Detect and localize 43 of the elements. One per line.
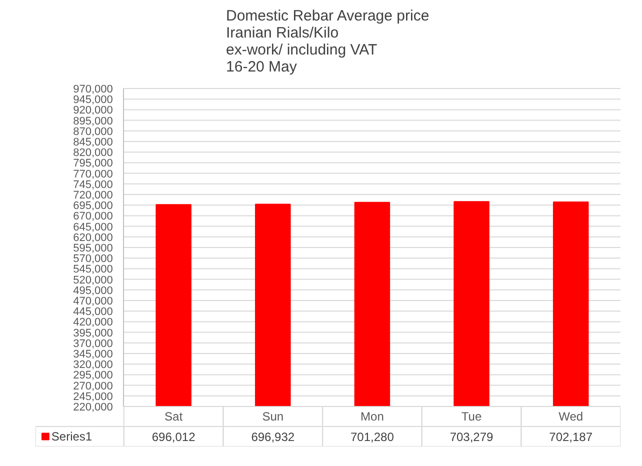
y-tick-label: 845,000: [73, 136, 113, 148]
data-label: 696,932: [251, 430, 295, 444]
data-label: 701,280: [350, 430, 394, 444]
y-tick-label: 495,000: [73, 284, 113, 297]
y-tick-label: 220,000: [73, 402, 113, 414]
y-tick-label: 945,000: [73, 94, 113, 106]
y-tick-label: 920,000: [73, 104, 113, 117]
y-tick-label: 670,000: [73, 210, 113, 223]
y-tick-label: 570,000: [73, 253, 113, 266]
y-tick-label: 895,000: [73, 115, 113, 128]
y-tick-label: 420,000: [73, 316, 113, 329]
y-tick-label: 245,000: [73, 390, 113, 403]
y-tick-label: 295,000: [73, 370, 113, 382]
y-tick-label: 595,000: [73, 242, 113, 254]
y-tick-label: 820,000: [73, 147, 113, 160]
y-tick-label: 545,000: [73, 264, 113, 276]
x-tick-label: Wed: [558, 410, 584, 424]
y-tick-label: 520,000: [73, 274, 113, 286]
data-label: 702,187: [549, 430, 593, 444]
y-tick-label: 720,000: [73, 190, 113, 202]
y-tick-label: 320,000: [73, 359, 113, 372]
y-tick-label: 445,000: [73, 306, 113, 318]
y-tick-label: 870,000: [73, 126, 113, 138]
y-tick-label: 345,000: [73, 348, 113, 360]
y-tick-label: 620,000: [73, 232, 113, 244]
y-tick-label: 395,000: [73, 327, 113, 340]
y-tick-label: 270,000: [73, 380, 113, 392]
legend-label: Series1: [51, 430, 92, 444]
x-tick-label: Sat: [164, 410, 184, 424]
y-tick-label: 795,000: [73, 158, 113, 170]
data-label: 703,279: [450, 430, 494, 444]
y-tick-label: 470,000: [73, 296, 113, 308]
y-tick-label: 645,000: [73, 221, 113, 234]
y-tick-label: 695,000: [73, 200, 113, 212]
y-tick-label: 970,000: [73, 84, 113, 96]
x-tick-label: Mon: [360, 410, 384, 424]
data-label: 696,012: [152, 430, 196, 444]
y-tick-label: 770,000: [73, 168, 113, 180]
x-tick-label: Tue: [461, 410, 482, 424]
x-tick-label: Sun: [262, 410, 284, 424]
y-tick-label: 745,000: [73, 178, 113, 191]
y-tick-label: 370,000: [73, 338, 113, 350]
chart-title: Domestic Rebar Average price Iranian Rials/Kilo ex-work/ including VAT 16-20 May: [226, 8, 430, 76]
